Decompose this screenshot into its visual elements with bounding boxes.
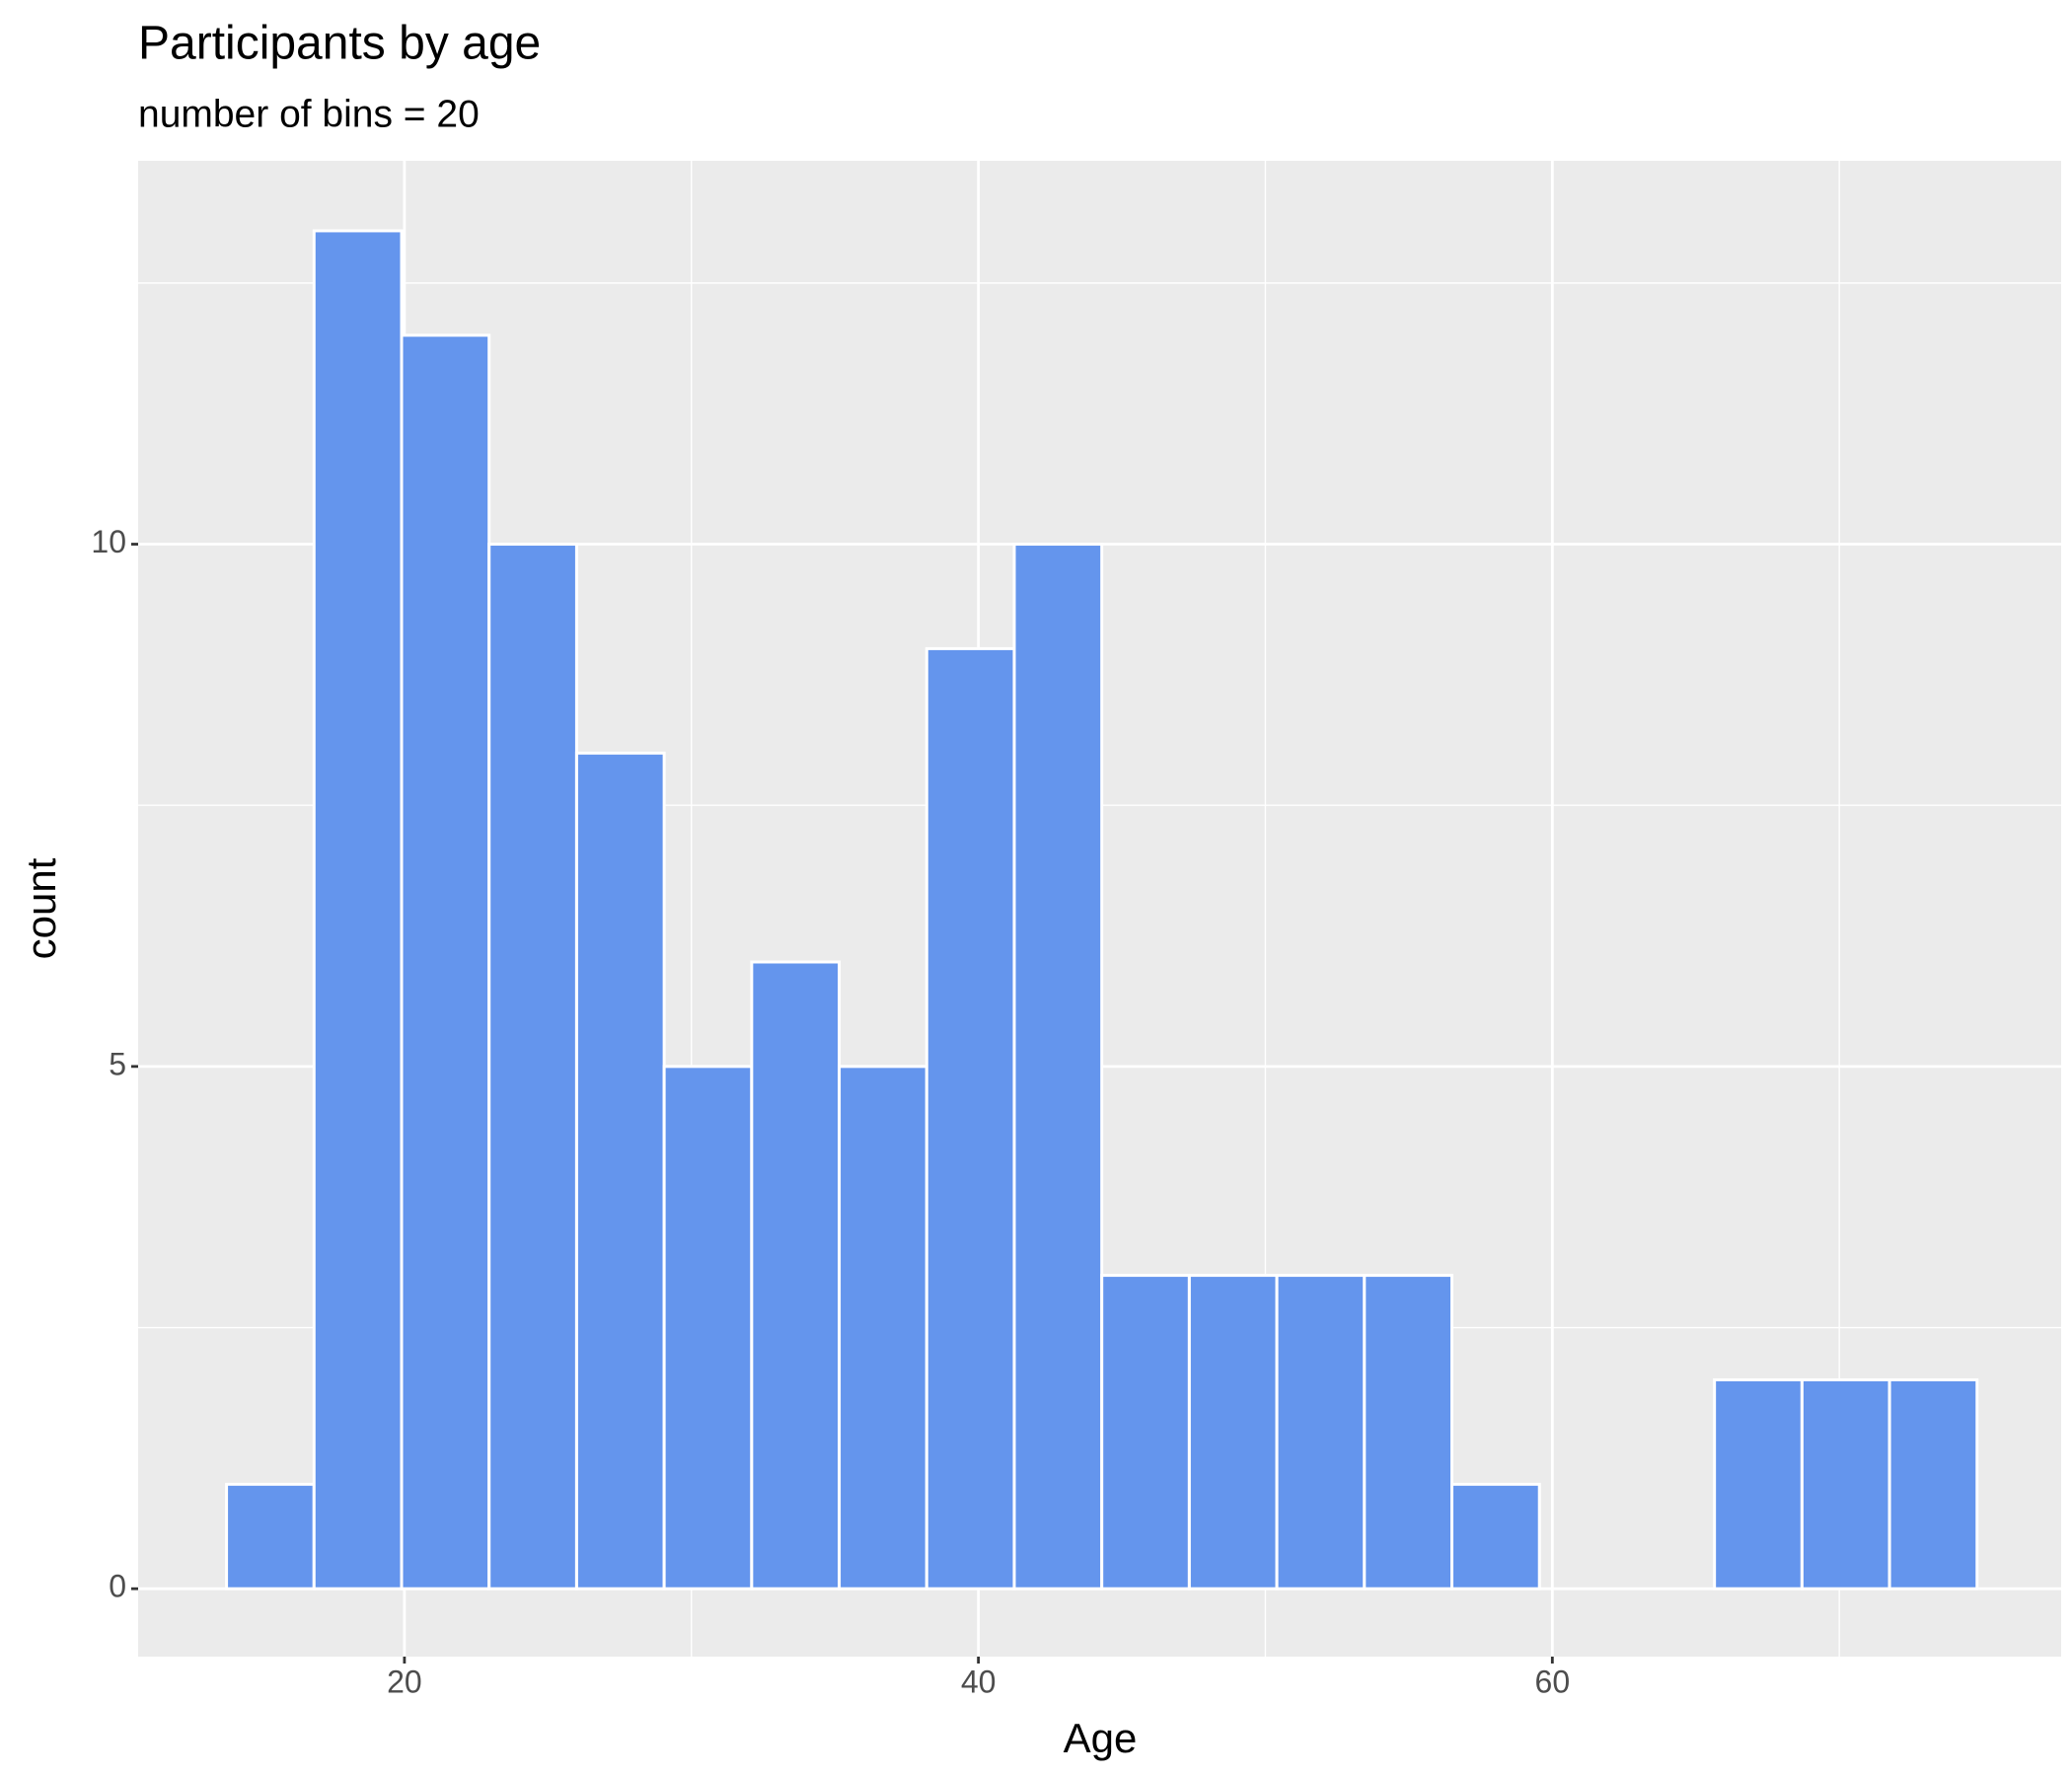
- y-tick-label: 0: [109, 1569, 126, 1604]
- bar: [574, 751, 666, 1591]
- x-axis-title: Age: [1064, 1715, 1138, 1761]
- bar: [925, 646, 1016, 1591]
- bar: [1187, 1274, 1279, 1591]
- x-tick-label: 20: [387, 1664, 422, 1699]
- bar: [1100, 1274, 1191, 1591]
- bar: [1713, 1377, 1804, 1591]
- bar: [1012, 543, 1104, 1591]
- bar: [838, 1065, 928, 1591]
- bar: [662, 1065, 754, 1591]
- bar: [1363, 1274, 1454, 1591]
- chart-subtitle: number of bins = 20: [138, 93, 480, 135]
- y-axis-title: count: [18, 857, 64, 959]
- bar: [312, 229, 404, 1591]
- bar: [1450, 1482, 1541, 1591]
- bar: [487, 543, 578, 1591]
- x-tick-label: 60: [1535, 1664, 1571, 1699]
- x-tick-label: 40: [961, 1664, 997, 1699]
- bar: [1887, 1377, 1979, 1591]
- bar: [1275, 1274, 1367, 1591]
- bar: [400, 333, 491, 1591]
- bar: [225, 1482, 316, 1591]
- y-tick-label: 10: [91, 524, 126, 559]
- y-tick-label: 5: [109, 1046, 126, 1081]
- bar: [1800, 1377, 1891, 1591]
- chart-title: Participants by age: [138, 18, 541, 70]
- bar: [750, 960, 842, 1591]
